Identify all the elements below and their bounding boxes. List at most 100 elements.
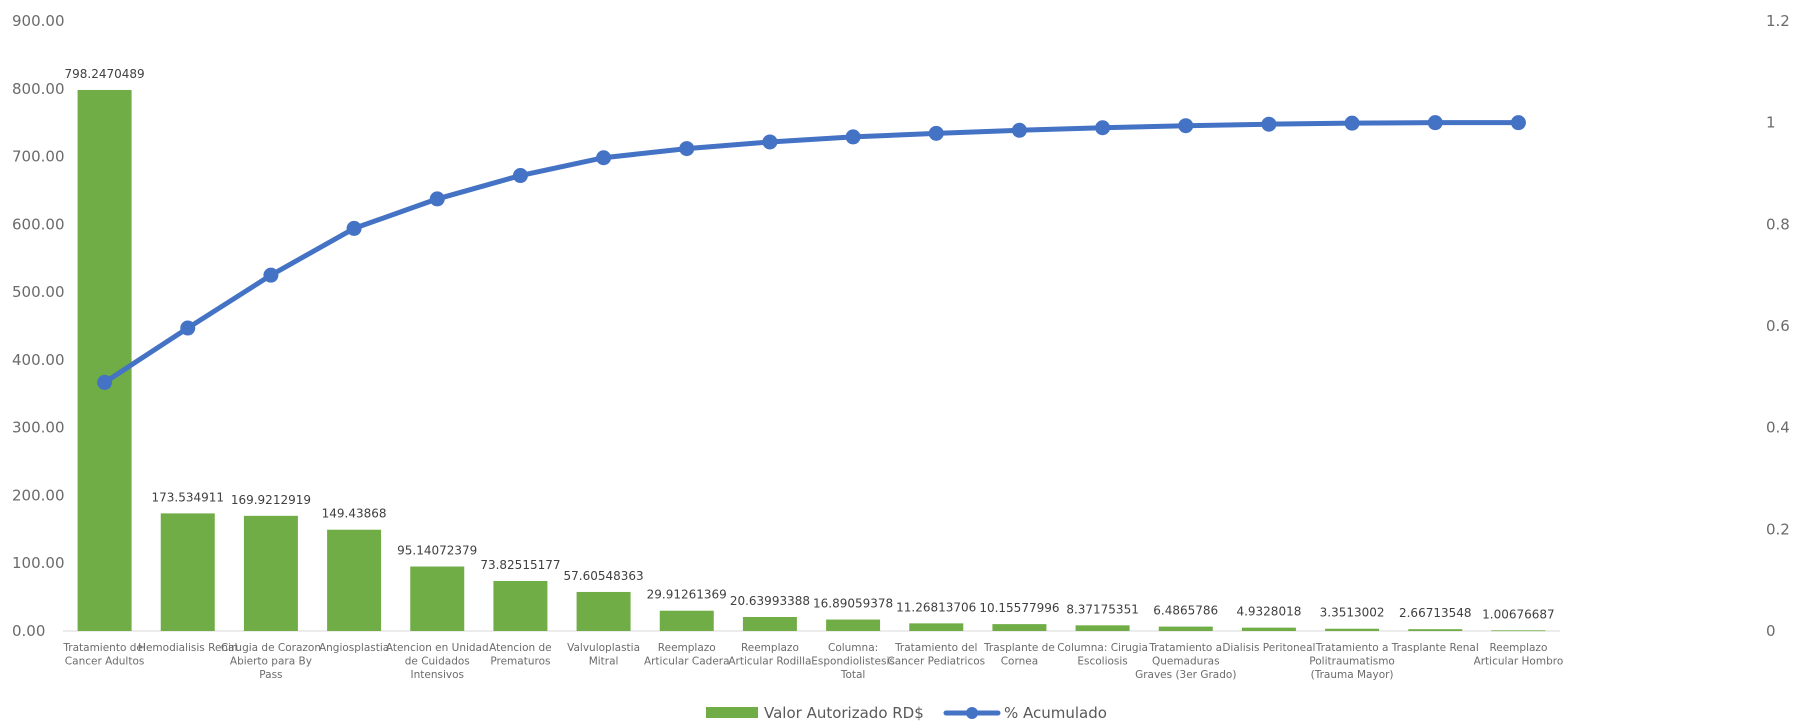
legend-label-bars: Valor Autorizado RD$ <box>764 704 924 722</box>
y-left-tick-label: 700.00 <box>12 148 65 166</box>
category-label: Angiosplastia <box>319 642 389 654</box>
category-label: Total <box>840 669 866 681</box>
y-right-tick-label: 0 <box>1766 622 1776 640</box>
legend-label-line: % Acumulado <box>1004 704 1107 722</box>
bar <box>1408 629 1463 631</box>
cumulative-line <box>102 120 1521 385</box>
bar-data-label: 8.37175351 <box>1066 602 1139 616</box>
category-label: Hemodialisis Renal <box>138 642 237 654</box>
category-label: Intensivos <box>411 669 464 681</box>
bar-data-label: 149.43868 <box>322 507 387 521</box>
cumulative-point <box>429 191 445 207</box>
bar-data-label: 95.14072379 <box>397 544 477 558</box>
bar <box>992 624 1047 631</box>
bar-data-label: 57.60548363 <box>563 569 643 583</box>
bar-data-label: 73.82515177 <box>480 558 560 572</box>
bar <box>576 591 631 631</box>
legend-marker-line <box>966 707 978 719</box>
y-left-tick-label: 400.00 <box>12 351 65 369</box>
bar <box>1325 628 1380 631</box>
cumulative-point <box>1510 115 1526 131</box>
y-right-tick-label: 1 <box>1766 114 1776 132</box>
y-right-tick-label: 0.2 <box>1766 520 1790 538</box>
category-label: Prematuros <box>490 656 550 668</box>
y-left-tick-label: 100.00 <box>12 554 65 572</box>
y-left-tick-label: 900.00 <box>12 12 65 30</box>
category-label: Mitral <box>589 656 619 668</box>
cumulative-point <box>762 134 778 150</box>
bar <box>77 89 132 632</box>
cumulative-point <box>180 320 196 336</box>
bar <box>1241 627 1296 631</box>
bar <box>826 619 881 631</box>
category-label: Columna: <box>828 642 878 654</box>
bar-data-label: 2.66713548 <box>1399 606 1472 620</box>
bar <box>243 515 298 631</box>
legend-swatch-bars <box>706 707 758 718</box>
bar-data-label: 169.9212919 <box>231 493 311 507</box>
category-label: (Trauma Mayor) <box>1311 669 1394 681</box>
cumulative-point <box>1178 118 1194 134</box>
bar <box>410 566 465 631</box>
bar-data-label: 10.15577996 <box>979 601 1059 615</box>
y-left-tick-label: 300.00 <box>12 419 65 437</box>
category-label: Reemplazo <box>741 642 799 654</box>
bar-data-label: 3.3513002 <box>1320 606 1385 620</box>
y-left-tick-label: 600.00 <box>12 215 65 233</box>
cumulative-point <box>1095 120 1111 136</box>
category-label: Espondiolistesis <box>811 656 895 668</box>
cumulative-point <box>679 141 695 157</box>
category-label: Cornea <box>1001 656 1038 668</box>
y-right-tick-label: 0.4 <box>1766 419 1790 437</box>
y-left-tick-label: 500.00 <box>12 283 65 301</box>
category-label: Articular Cadera <box>644 656 730 668</box>
bar-data-label: 173.534911 <box>151 490 224 504</box>
category-label: Cirugia de Corazon <box>221 642 321 654</box>
bar <box>327 529 382 631</box>
cumulative-point <box>596 150 612 166</box>
category-label: Atencion en Unidad <box>386 642 489 654</box>
cumulative-point <box>1011 122 1027 138</box>
category-label: Trasplante de <box>983 642 1055 654</box>
category-label: Cancer Adultos <box>65 656 145 668</box>
category-label: Trasplante Renal <box>1391 642 1479 654</box>
bar-data-label: 29.91261369 <box>647 588 727 602</box>
category-label: Articular Rodilla <box>728 656 811 668</box>
cumulative-point <box>346 220 362 236</box>
category-label: Tratamiento a <box>1148 642 1222 654</box>
y-right-tick-label: 0.6 <box>1766 317 1790 335</box>
bar <box>1158 626 1213 631</box>
category-label: de Cuidados <box>405 656 470 668</box>
cumulative-point <box>845 129 861 145</box>
bar-data-label: 6.4865786 <box>1153 604 1218 618</box>
bar-data-label: 20.63993388 <box>730 594 810 608</box>
category-label: Abierto para By <box>230 656 312 668</box>
category-label: Cancer Pediatricos <box>887 656 985 668</box>
category-label: Reemplazo <box>1489 642 1547 654</box>
cumulative-point <box>97 374 113 390</box>
category-label: Atencion de <box>489 642 551 654</box>
cumulative-point <box>263 267 279 283</box>
bar <box>493 580 548 631</box>
bar <box>1491 630 1546 632</box>
category-label: Quemaduras <box>1152 656 1220 668</box>
category-label: Tratamiento a <box>1315 642 1389 654</box>
bar <box>742 617 797 631</box>
bar <box>659 610 714 631</box>
category-label: Reemplazo <box>658 642 716 654</box>
cumulative-point <box>512 168 528 184</box>
y-right-tick-label: 0.8 <box>1766 215 1790 233</box>
category-label: Pass <box>259 669 282 681</box>
category-label: Escoliosis <box>1077 656 1127 668</box>
y-right-tick-label: 1.2 <box>1766 12 1790 30</box>
cumulative-point <box>1427 115 1443 131</box>
bar-data-label: 1.00676687 <box>1482 607 1555 621</box>
y-left-tick-label: 800.00 <box>12 80 65 98</box>
cumulative-point <box>1344 115 1360 131</box>
category-label: Valvuloplastia <box>567 642 640 654</box>
bar-data-label: 16.89059378 <box>813 597 893 611</box>
category-label: Politraumatismo <box>1309 656 1395 668</box>
bar-data-label: 798.2470489 <box>64 67 144 81</box>
